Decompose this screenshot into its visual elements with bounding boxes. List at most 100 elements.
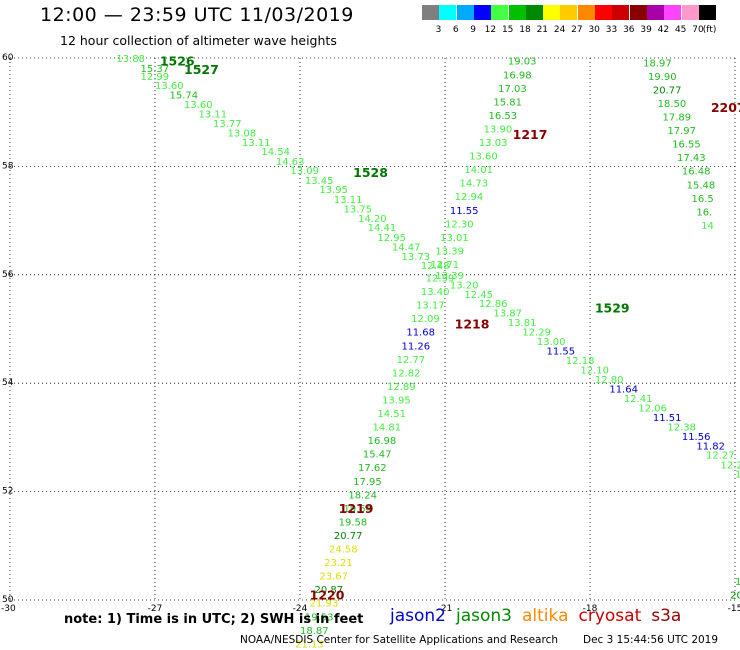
legend-swatch xyxy=(664,5,682,20)
wave-height-value: 24.58 xyxy=(329,545,358,556)
wave-height-value: 12.99 xyxy=(141,72,170,83)
wave-height-value: 12.18 xyxy=(566,356,595,367)
legend-swatch xyxy=(698,5,716,20)
wave-height-value: 12.41 xyxy=(624,394,653,405)
wave-height-value: 13.00 xyxy=(537,337,566,348)
wave-height-value: 12.38 xyxy=(667,423,696,434)
wave-height-value: 15.81 xyxy=(493,97,522,108)
legend-bin-label: 39 xyxy=(640,25,652,35)
wave-height-value: 23.67 xyxy=(319,572,348,583)
wave-height-value: 13.01 xyxy=(440,233,469,244)
wave-height-value: 12.30 xyxy=(445,219,474,230)
wave-height-value: 14 xyxy=(701,221,714,232)
pass-id-label: 1527 xyxy=(184,62,219,77)
axis-labels: -30 -27 -24 -21 -18 -15 60 58 56 54 52 50 xyxy=(1,53,740,614)
wave-height-value: 12.06 xyxy=(638,404,667,415)
wave-height-value: 12.95 xyxy=(377,233,406,244)
wave-height-value: 12.89 xyxy=(387,382,416,393)
legend-bin-label: 45 xyxy=(674,25,687,35)
wave-height-value: 12.82 xyxy=(392,368,421,379)
wave-height-value: 13.09 xyxy=(290,166,319,177)
wave-height-value: 12.27 xyxy=(706,451,735,462)
legend-swatch xyxy=(525,5,543,20)
wave-height-value: 11.56 xyxy=(682,432,711,443)
wave-height-value: 11.55 xyxy=(450,206,479,217)
map-title: 12:00 — 23:59 UTC 11/03/2019 xyxy=(40,4,354,26)
satellite-name-jason2: jason2 xyxy=(390,606,446,626)
legend-swatch xyxy=(543,5,561,20)
wave-height-value: 20.77 xyxy=(334,531,363,542)
legend-bin-label: 30 xyxy=(588,25,600,35)
wave-height-value: 13.11 xyxy=(242,138,271,149)
legend-bin-label: 33 xyxy=(605,25,618,35)
legend-swatch xyxy=(560,5,578,20)
wave-height-value: 13.39 xyxy=(435,246,464,257)
wave-height-value: 17.03 xyxy=(498,84,527,95)
wave-height-value: 16.48 xyxy=(682,167,711,178)
satellite-name-cryosat: cryosat xyxy=(578,606,642,626)
legend-bin-label: 21 xyxy=(536,25,549,35)
legend-swatch xyxy=(612,5,630,20)
wave-height-value: 21.93 xyxy=(310,599,339,610)
wave-height-value: 13.95 xyxy=(382,395,411,406)
legend-swatch xyxy=(629,5,647,20)
legend-swatch xyxy=(422,5,439,20)
legend-bin-label: 42 xyxy=(657,25,670,35)
wave-height-value: 12.94 xyxy=(455,192,484,203)
wave-height-value: 12.59 xyxy=(426,274,455,285)
wave-height-value: 13.20 xyxy=(450,281,479,292)
legend-bin-label: 24 xyxy=(553,25,566,35)
wave-height-value: 14.73 xyxy=(460,179,489,190)
wave-height-value: 13.87 xyxy=(493,309,522,320)
latitude-tick-label: 50 xyxy=(2,595,14,605)
wave-height-value: 16. xyxy=(696,207,712,218)
generated-timestamp: Dec 3 15:44:56 UTC 2019 xyxy=(583,634,719,646)
latitude-tick-label: 52 xyxy=(2,487,13,497)
legend-bin-label: 70 xyxy=(692,25,704,35)
wave-height-value: 23.21 xyxy=(324,558,353,569)
wave-height-value: 21.13 xyxy=(295,639,324,650)
wave-height-value: 16.98 xyxy=(503,70,532,81)
wave-height-value: 13.17 xyxy=(416,301,445,312)
legend-swatch xyxy=(646,5,664,20)
legend-bin-label: 15 xyxy=(501,25,514,35)
wave-height-value: 19.53 xyxy=(305,612,334,623)
wave-height-value: 13.60 xyxy=(155,81,184,92)
wave-height-value: 16.53 xyxy=(489,111,518,122)
wave-height-value: 20.77 xyxy=(653,85,682,96)
wave-height-value: 13.03 xyxy=(479,138,508,149)
pass-id-label: 1529 xyxy=(595,300,630,315)
latitude-tick-label: 60 xyxy=(2,53,14,63)
wave-height-value: 13.60 xyxy=(184,100,213,111)
pass-id-label: 1220 xyxy=(310,588,345,603)
wave-height-value: 17.62 xyxy=(358,463,387,474)
longitude-tick-label: -30 xyxy=(1,604,16,614)
latitude-tick-label: 56 xyxy=(2,270,14,280)
wave-height-value: 12.26 xyxy=(735,470,740,481)
wave-height-value: 15.74 xyxy=(170,90,199,101)
legend-swatch xyxy=(508,5,526,20)
wave-height-value: 12.25 xyxy=(721,461,740,472)
wave-height-value: 13.11 xyxy=(199,109,228,120)
satellite-name-altika: altika xyxy=(522,606,569,626)
wave-height-value: 12.48 xyxy=(421,261,450,272)
wave-height-value: 19.54 xyxy=(344,504,373,515)
longitude-tick-label: -27 xyxy=(148,604,163,614)
satellite-legend: jason2 jason3 altika cryosat s3a xyxy=(390,606,691,626)
wave-height-value: 19.03 xyxy=(508,57,537,68)
wave-height-value: 11.64 xyxy=(609,385,638,396)
wave-height-value: 19.58 xyxy=(339,517,368,528)
lat-lon-grid xyxy=(9,57,736,601)
legend-swatch xyxy=(439,5,457,20)
wave-height-value: 12.80 xyxy=(595,375,624,386)
wave-height-value: 18.97 xyxy=(643,58,672,69)
pass-id-label: 1526 xyxy=(160,54,195,69)
legend-bin-label: 9 xyxy=(470,25,476,35)
longitude-tick-label: -21 xyxy=(438,604,453,614)
pass-id-label: 2207 xyxy=(711,100,740,115)
wave-height-value: 18.87 xyxy=(300,626,329,637)
legend-bin-label: 12 xyxy=(484,25,497,35)
wave-height-values: 13.8815.3712.9913.6015.7413.6013.1113.77… xyxy=(116,54,740,650)
